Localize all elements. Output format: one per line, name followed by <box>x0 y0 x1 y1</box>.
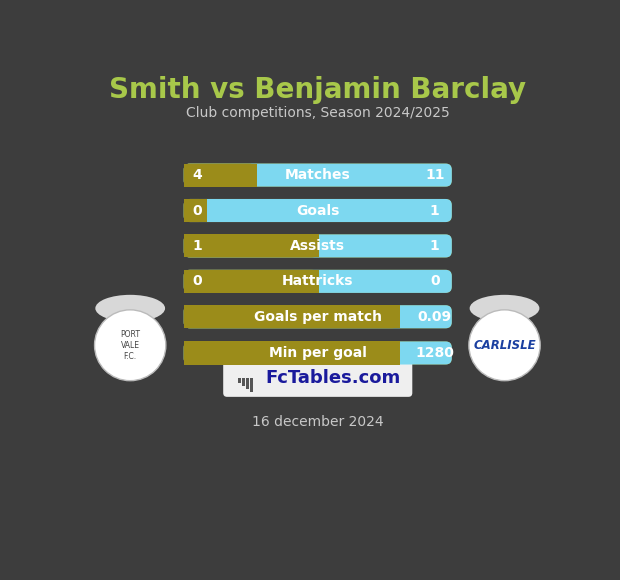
Text: Club competitions, Season 2024/2025: Club competitions, Season 2024/2025 <box>186 106 450 119</box>
Text: 0: 0 <box>192 274 202 288</box>
FancyBboxPatch shape <box>184 270 452 293</box>
Ellipse shape <box>470 295 539 322</box>
Text: 16 december 2024: 16 december 2024 <box>252 415 384 429</box>
Text: 11: 11 <box>425 168 445 182</box>
FancyBboxPatch shape <box>184 164 255 187</box>
Bar <box>184 305 398 328</box>
Bar <box>199 199 206 222</box>
Bar <box>392 305 400 328</box>
Text: Smith vs Benjamin Barclay: Smith vs Benjamin Barclay <box>109 77 526 104</box>
FancyBboxPatch shape <box>184 234 317 258</box>
FancyBboxPatch shape <box>184 199 452 222</box>
FancyBboxPatch shape <box>184 199 452 222</box>
Bar <box>392 342 400 364</box>
FancyBboxPatch shape <box>184 164 452 187</box>
Bar <box>249 164 257 187</box>
Text: 0: 0 <box>192 204 202 218</box>
FancyBboxPatch shape <box>184 305 452 328</box>
Text: 0: 0 <box>430 274 440 288</box>
Bar <box>184 270 317 293</box>
Text: 1: 1 <box>430 204 440 218</box>
Bar <box>242 378 245 386</box>
FancyBboxPatch shape <box>184 305 398 328</box>
Text: Hattricks: Hattricks <box>282 274 353 288</box>
FancyBboxPatch shape <box>184 270 452 293</box>
FancyBboxPatch shape <box>184 199 205 222</box>
Text: Assists: Assists <box>290 239 345 253</box>
Text: 1280: 1280 <box>415 346 454 360</box>
FancyBboxPatch shape <box>223 360 412 397</box>
Circle shape <box>469 310 540 380</box>
FancyBboxPatch shape <box>184 270 317 293</box>
Bar <box>249 378 253 392</box>
FancyBboxPatch shape <box>184 342 452 364</box>
Bar <box>246 378 249 389</box>
Bar <box>184 234 317 258</box>
Text: 1: 1 <box>192 239 202 253</box>
Text: Matches: Matches <box>285 168 351 182</box>
FancyBboxPatch shape <box>184 342 398 364</box>
FancyBboxPatch shape <box>184 164 452 187</box>
Circle shape <box>94 310 166 380</box>
Bar <box>312 234 319 258</box>
Text: 0.09: 0.09 <box>418 310 452 324</box>
FancyBboxPatch shape <box>184 342 452 364</box>
Text: 4: 4 <box>192 168 202 182</box>
Text: Min per goal: Min per goal <box>269 346 366 360</box>
Bar <box>312 270 319 293</box>
Text: Goals: Goals <box>296 204 339 218</box>
Bar <box>238 378 241 383</box>
Ellipse shape <box>95 295 165 322</box>
FancyBboxPatch shape <box>184 305 452 328</box>
Text: 1: 1 <box>430 239 440 253</box>
Text: FcTables.com: FcTables.com <box>265 369 401 387</box>
Text: PORT
VALE
F.C.: PORT VALE F.C. <box>120 329 140 361</box>
FancyBboxPatch shape <box>184 234 452 258</box>
Bar <box>184 342 398 364</box>
Bar <box>184 199 205 222</box>
Text: Goals per match: Goals per match <box>254 310 382 324</box>
Bar <box>184 164 255 187</box>
FancyBboxPatch shape <box>184 234 452 258</box>
Text: CARLISLE: CARLISLE <box>473 339 536 351</box>
